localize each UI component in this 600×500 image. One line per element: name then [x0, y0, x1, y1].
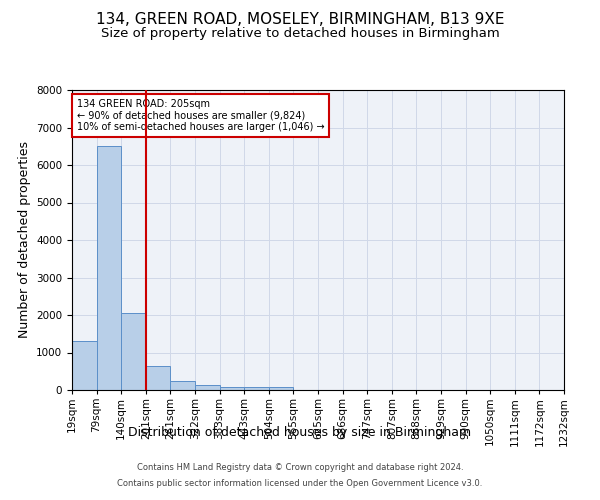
Text: 134, GREEN ROAD, MOSELEY, BIRMINGHAM, B13 9XE: 134, GREEN ROAD, MOSELEY, BIRMINGHAM, B1…: [96, 12, 504, 28]
Bar: [220, 386, 244, 390]
Bar: [244, 388, 269, 390]
Text: 134 GREEN ROAD: 205sqm
← 90% of detached houses are smaller (9,824)
10% of semi-: 134 GREEN ROAD: 205sqm ← 90% of detached…: [77, 99, 325, 132]
Y-axis label: Number of detached properties: Number of detached properties: [17, 142, 31, 338]
Bar: [121, 313, 146, 390]
Bar: [146, 366, 170, 390]
Text: Size of property relative to detached houses in Birmingham: Size of property relative to detached ho…: [101, 28, 499, 40]
Text: Contains HM Land Registry data © Crown copyright and database right 2024.: Contains HM Land Registry data © Crown c…: [137, 464, 463, 472]
Text: Distribution of detached houses by size in Birmingham: Distribution of detached houses by size …: [128, 426, 472, 439]
Text: Contains public sector information licensed under the Open Government Licence v3: Contains public sector information licen…: [118, 478, 482, 488]
Bar: [269, 388, 293, 390]
Bar: [72, 341, 97, 390]
Bar: [97, 146, 121, 390]
Bar: [170, 380, 195, 390]
Bar: [195, 385, 220, 390]
